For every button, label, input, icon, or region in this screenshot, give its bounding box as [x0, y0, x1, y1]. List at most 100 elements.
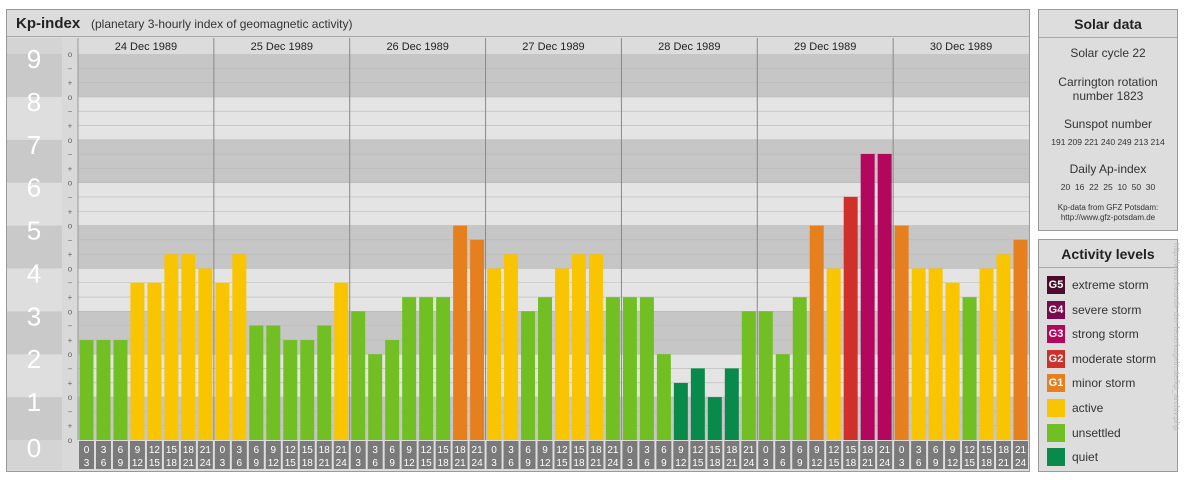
interval-start-label: 21 [472, 445, 484, 456]
day-label: 29 Dec 1989 [794, 41, 856, 53]
legend-label: severe storm [1072, 302, 1142, 317]
y-tick-label: 0 [27, 433, 41, 463]
kp-bar [538, 297, 552, 440]
interval-start-label: 15 [166, 445, 178, 456]
interval-end-label: 12 [811, 458, 823, 469]
source-line1: Kp-data from GFZ Potsdam: [1057, 203, 1159, 212]
subtick-marker: − [68, 107, 73, 116]
interval-cell [401, 441, 417, 469]
subtick-marker: − [68, 279, 73, 288]
interval-cell [520, 441, 536, 469]
interval-end-label: 24 [743, 458, 755, 469]
interval-cell [792, 441, 808, 469]
interval-start-label: 12 [556, 445, 568, 456]
legend-label: extreme storm [1072, 278, 1149, 292]
interval-cell [299, 441, 315, 469]
interval-start-label: 3 [644, 445, 650, 456]
interval-cell [231, 441, 247, 469]
interval-cell [639, 441, 655, 469]
carrington-line2: number 1823 [1072, 89, 1144, 103]
interval-start-label: 18 [455, 445, 467, 456]
interval-end-label: 6 [916, 458, 922, 469]
interval-start-label: 0 [627, 445, 633, 456]
interval-cell [418, 441, 434, 469]
source-line2: http://www.gfz-potsdam.de [1060, 213, 1156, 222]
solar-data-panel: Solar data Solar cycle 22 Carrington rot… [1038, 9, 1178, 231]
subtick-marker: + [68, 422, 73, 431]
interval-start-label: 3 [372, 445, 378, 456]
kp-bar [1013, 239, 1028, 440]
interval-end-label: 3 [899, 458, 905, 469]
interval-start-label: 6 [254, 445, 260, 456]
interval-cell [180, 441, 196, 469]
kp-bar [945, 282, 960, 440]
kp-bar [860, 153, 875, 441]
kp-bar [775, 354, 790, 440]
interval-end-label: 18 [166, 458, 178, 469]
interval-cell [605, 441, 621, 469]
interval-cell [928, 441, 944, 469]
legend-swatch: G1 [1047, 374, 1065, 393]
kp-bar [809, 225, 824, 440]
interval-end-label: 24 [472, 458, 484, 469]
interval-end-label: 15 [421, 458, 433, 469]
interval-cell [945, 441, 961, 469]
subtick-marker: + [68, 207, 73, 216]
subtick-marker: − [68, 193, 73, 202]
interval-end-label: 21 [319, 458, 331, 469]
interval-start-label: 21 [879, 445, 891, 456]
subtick-marker: − [68, 407, 73, 416]
y-label-band [7, 225, 62, 269]
subtick-marker: − [68, 150, 73, 159]
legend-swatch: G4 [1047, 300, 1065, 319]
y-tick-label: 6 [27, 173, 41, 203]
kp-band [78, 96, 1029, 140]
subtick-marker: + [68, 79, 73, 88]
interval-cell [316, 441, 332, 469]
interval-end-label: 18 [438, 458, 450, 469]
interval-cell [724, 441, 740, 469]
interval-end-label: 18 [981, 458, 993, 469]
y-header-corner [7, 38, 62, 54]
kp-bar [639, 297, 654, 440]
interval-start-label: 21 [607, 445, 619, 456]
legend-label: minor storm [1072, 376, 1136, 391]
kp-bar [996, 254, 1011, 440]
kp-bar [894, 225, 909, 440]
interval-start-label: 15 [981, 445, 993, 456]
interval-start-label: 0 [763, 445, 769, 456]
kp-bar [487, 268, 502, 440]
interval-cell [962, 441, 978, 469]
kp-bar [266, 325, 281, 440]
kp-bar [622, 297, 637, 440]
kp-bar [877, 153, 892, 441]
day-label: 25 Dec 1989 [251, 41, 313, 53]
kp-index-panel: Kp-index (planetary 3-hourly index of ge… [6, 9, 1030, 472]
kp-bar [521, 311, 536, 440]
interval-cell [435, 441, 451, 469]
interval-end-label: 15 [964, 458, 976, 469]
interval-end-label: 9 [933, 458, 939, 469]
interval-start-label: 6 [389, 445, 395, 456]
kp-bar [249, 325, 264, 440]
kp-bar [962, 297, 977, 440]
day-label: 28 Dec 1989 [658, 41, 720, 53]
kp-bar [724, 368, 739, 440]
y-label-band [7, 354, 62, 398]
interval-start-label: 9 [406, 445, 412, 456]
legend-swatch [1047, 448, 1065, 467]
kp-bar [792, 297, 807, 440]
legend-label: unsettled [1072, 425, 1121, 440]
interval-end-label: 18 [573, 458, 585, 469]
kp-bar [588, 254, 603, 440]
interval-cell [673, 441, 689, 469]
legend-swatch [1047, 423, 1065, 442]
kp-bar [198, 268, 213, 440]
y-tick-label: 1 [27, 387, 41, 417]
interval-cell [367, 441, 383, 469]
interval-end-label: 3 [491, 458, 497, 469]
subtick-marker: + [68, 379, 73, 388]
interval-end-label: 6 [101, 458, 107, 469]
interval-cell [877, 441, 893, 469]
y-tick-label: 8 [27, 87, 41, 117]
